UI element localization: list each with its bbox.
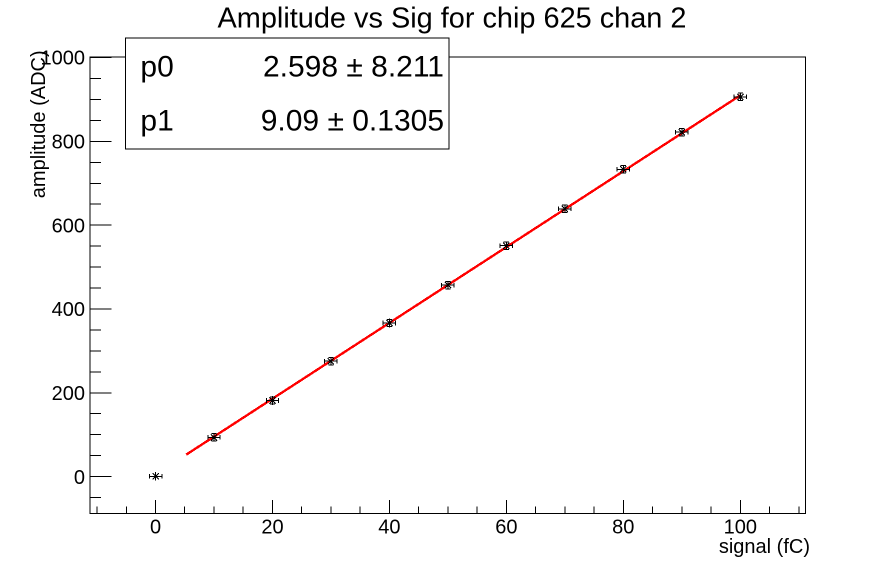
svg-text:9.09 ± 0.1305: 9.09 ± 0.1305 — [261, 104, 444, 137]
svg-text:400: 400 — [52, 299, 85, 321]
svg-text:2.598 ± 8.211: 2.598 ± 8.211 — [263, 51, 444, 84]
svg-text:0: 0 — [150, 517, 161, 539]
svg-text:60: 60 — [495, 517, 517, 539]
svg-text:80: 80 — [612, 517, 634, 539]
svg-text:amplitude (ADC): amplitude (ADC) — [28, 50, 50, 198]
svg-text:800: 800 — [52, 132, 85, 154]
svg-text:20: 20 — [261, 517, 283, 539]
svg-text:1000: 1000 — [41, 48, 86, 70]
svg-text:100: 100 — [724, 517, 757, 539]
svg-text:40: 40 — [378, 517, 400, 539]
svg-text:600: 600 — [52, 215, 85, 237]
svg-text:0: 0 — [74, 467, 85, 489]
svg-text:signal (fC): signal (fC) — [719, 536, 810, 558]
svg-text:200: 200 — [52, 383, 85, 405]
svg-text:p1: p1 — [140, 104, 173, 137]
svg-text:Amplitude vs Sig for chip 625: Amplitude vs Sig for chip 625 chan 2 — [218, 2, 687, 34]
svg-text:p0: p0 — [140, 51, 173, 84]
